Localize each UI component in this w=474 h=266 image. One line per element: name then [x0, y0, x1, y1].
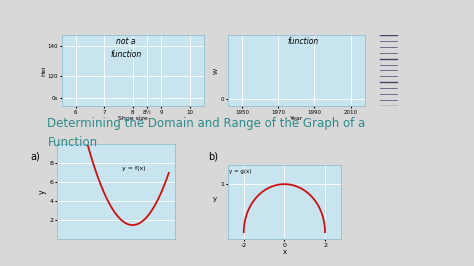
- Text: b): b): [209, 152, 219, 162]
- Text: not a: not a: [116, 37, 136, 46]
- Text: function: function: [288, 37, 319, 46]
- Text: a): a): [31, 152, 41, 162]
- Text: Determining the Domain and Range of the Graph of a: Determining the Domain and Range of the …: [47, 117, 365, 130]
- Text: Function: Function: [47, 136, 98, 149]
- Text: function: function: [110, 50, 141, 59]
- X-axis label: x: x: [283, 249, 286, 255]
- X-axis label: Year: Year: [290, 116, 303, 121]
- X-axis label: Shoe size: Shoe size: [118, 116, 147, 121]
- Text: y = f(x): y = f(x): [122, 167, 146, 172]
- Y-axis label: y: y: [212, 196, 217, 202]
- Y-axis label: W: W: [214, 67, 219, 74]
- Y-axis label: Hei: Hei: [41, 65, 46, 76]
- Text: y = g(x): y = g(x): [228, 169, 251, 174]
- Y-axis label: y: y: [37, 189, 46, 194]
